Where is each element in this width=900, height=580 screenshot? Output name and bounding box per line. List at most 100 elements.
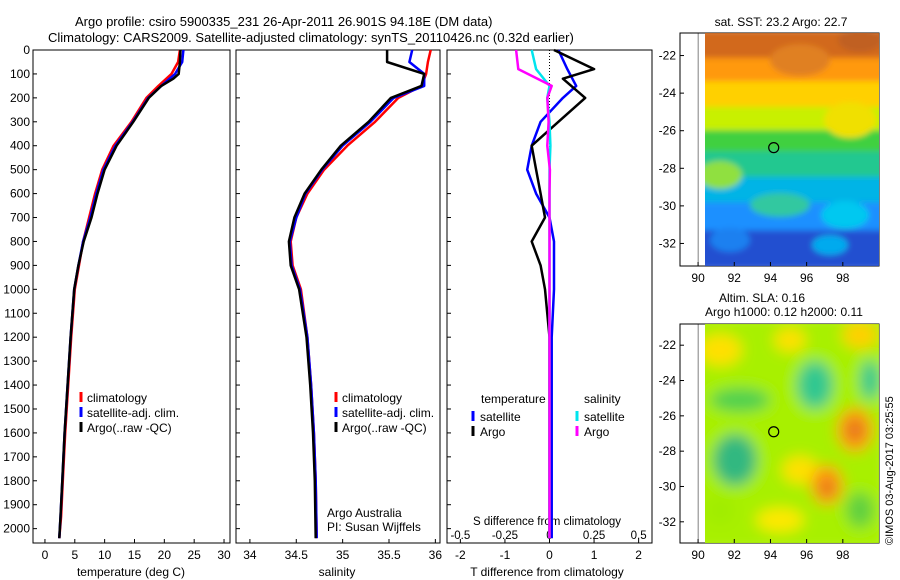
y-tick-label: 500 [10,163,30,177]
x-label-top: S difference from climatology [473,516,621,528]
map-field [705,324,879,543]
sla-blotch [846,492,874,528]
map-title: sat. SST: 23.2 Argo: 22.7 [715,15,848,29]
legend-label: Argo(..raw -QC) [342,421,427,435]
x-tick-label: 98 [836,548,850,562]
difference-panel: -2 -1 0 1 2 S difference from climatology-0.5… [446,48,653,579]
x-axis-label: salinity [319,565,356,579]
legend-title: salinity [584,392,621,406]
x-tick-label: 98 [836,271,850,285]
legend-label: satellite-adj. clim. [87,406,179,420]
x-tick-label: 2 [635,548,642,562]
sla-field [705,324,879,543]
x-tick-label: 1 [591,548,598,562]
y-tick-label: 1700 [3,450,30,464]
sla-blotch [847,420,863,440]
x-tick-label: 5 [71,548,78,562]
legend-label: satellite-adj. clim. [342,406,434,420]
y-tick-label: 1000 [3,282,30,296]
temperature-panel: 0 5 10 15 20 25 300100200300400500600700800900… [3,43,231,579]
y-tick-label: -30 [659,199,677,213]
x-tick-label: 20 [158,548,172,562]
x-tick-label: 92 [728,271,742,285]
x-tick-label: 10 [98,548,112,562]
sst-blotch [821,201,869,229]
y-tick-label: 600 [10,187,30,201]
y-tick-label: 1300 [3,354,30,368]
y-tick-label: -26 [659,409,677,423]
y-tick-label: 800 [10,234,30,248]
sla-blotch [797,361,833,409]
y-tick-label: 1900 [3,498,30,512]
header-line2: Climatology: CARS2009. Satellite-adjuste… [48,30,574,45]
argo-location-marker [768,426,780,438]
x-tick-label: 94 [764,271,778,285]
x-tick-label: 25 [188,548,202,562]
y-tick-label: 900 [10,258,30,272]
y-tick-label: 100 [10,67,30,81]
y-tick-label: -28 [659,161,677,175]
sst-blotch [705,161,742,189]
x-tick-label: 36 [429,548,443,562]
sla-blotch [820,480,834,496]
x-tick-label: 34 [243,548,257,562]
legend-label: satellite [480,410,521,424]
x-tick-label: 90 [691,271,705,285]
sst-blotch [824,102,876,138]
sla-blotch [756,508,804,532]
salinity-panel: 34 34.5 35 35.5 36 salinity climatologysatelli… [235,49,443,579]
legend-label: climatology [342,391,402,405]
y-tick-label: -22 [659,49,677,63]
s-tick-label: 0.5 [631,530,647,542]
x-tick-label: -2 [455,548,466,562]
argo-location-marker [768,142,780,154]
sla-blotch [705,334,742,366]
x-tick-label: 96 [800,548,814,562]
map-subtitle: Argo h1000: 0.12 h2000: 0.11 [705,305,863,319]
y-tick-label: 200 [10,91,30,105]
y-tick-label: 1800 [3,474,30,488]
x-tick-label: 0 [546,548,553,562]
sla-blotch [842,324,878,349]
x-tick-label: 96 [800,271,814,285]
series-line [58,49,182,539]
y-tick-label: -32 [659,236,677,250]
y-tick-label: 1100 [4,306,30,320]
sla-map-panel: 90 92 94 96 98 -22 -24 -26 -28 -30 -32 Altim. SLA: … [659,291,880,562]
sst-map-panel: 90 92 94 96 98 -22 -24 -26 -28 -30 -32 sat. SST: 23… [659,15,880,285]
sla-blotch [710,388,770,412]
y-tick-label: 300 [10,115,30,129]
y-tick-label: -30 [659,479,677,493]
legend-label: climatology [87,391,147,405]
s-tick-label: -0.25 [492,530,518,542]
legend-label: Argo [584,425,610,439]
series-line [287,50,426,539]
sla-blotch [782,456,818,484]
sla-blotch [774,328,806,352]
x-tick-label: 94 [764,548,778,562]
legend-label: satellite [584,410,625,424]
imos-credit: ©IMOS 03-Aug-2017 03:25:55 [884,396,896,545]
y-tick-label: 700 [10,211,30,225]
s-tick-label: 0.25 [583,530,605,542]
y-tick-label: -22 [659,338,677,352]
x-tick-label: 34.5 [285,548,309,562]
plot-frame [235,49,441,544]
y-tick-label: 1600 [3,426,30,440]
legend-label: Argo(..raw -QC) [87,421,172,435]
sla-blotch [706,496,734,524]
annotation: PI: Susan Wijffels [327,520,421,534]
y-tick-label: -28 [659,444,677,458]
x-tick-label: 35 [336,548,350,562]
y-tick-label: 1500 [3,402,30,416]
y-tick-label: -26 [659,124,677,138]
header-line1: Argo profile: csiro 5900335_231 26-Apr-2… [75,14,492,29]
sst-blotch [710,228,750,252]
y-tick-label: -24 [659,86,677,100]
x-tick-label: 35.5 [377,548,401,562]
y-tick-label: -24 [659,374,677,388]
x-tick-label: 0 [42,548,49,562]
x-tick-label: 30 [217,548,231,562]
map-field [705,33,879,266]
x-axis-label: temperature (deg C) [77,565,185,579]
